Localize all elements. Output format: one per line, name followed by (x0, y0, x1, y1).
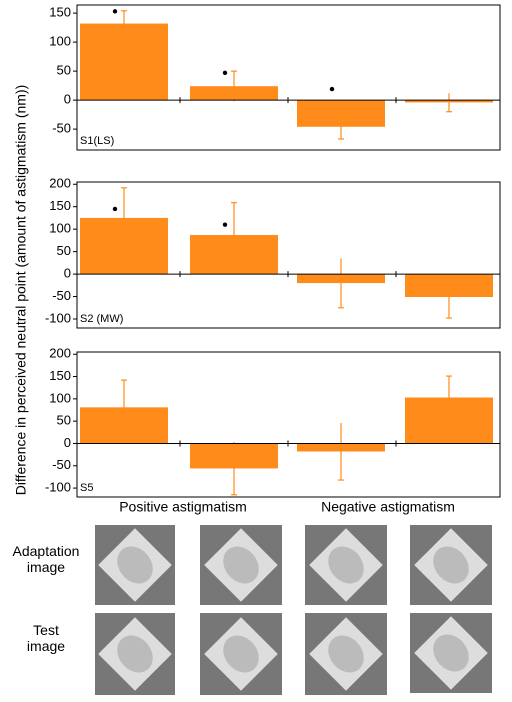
bar (190, 235, 278, 275)
bar (297, 443, 385, 452)
bar (190, 443, 278, 469)
bar (297, 100, 385, 127)
bar (80, 23, 168, 101)
y-tick-label: 50 (57, 243, 71, 258)
y-tick-label: 100 (49, 221, 71, 236)
group-label: Negative astigmatism (321, 499, 455, 515)
y-tick-label: -50 (52, 288, 71, 303)
significance-marker (329, 86, 335, 92)
y-tick-label: 150 (49, 5, 71, 20)
significance-marker (112, 9, 118, 14)
y-tick-label: 150 (49, 198, 71, 213)
panel-label: S2 (MW) (80, 313, 123, 325)
y-tick-label: -50 (52, 121, 71, 136)
y-tick-label: -100 (45, 480, 71, 495)
bar (190, 86, 278, 101)
y-tick-label: 100 (49, 34, 71, 49)
y-tick-label: 200 (49, 346, 71, 361)
y-tick-label: 50 (57, 63, 71, 78)
significance-marker (222, 70, 228, 76)
bar (297, 274, 385, 284)
plot-frame (76, 351, 501, 498)
bar (405, 100, 493, 103)
y-axis-label: Difference in perceived neutral point (a… (13, 85, 29, 496)
panel-label: S1(LS) (80, 135, 114, 147)
bar (405, 397, 493, 444)
y-tick-label: 0 (64, 92, 71, 107)
y-tick-label: 0 (64, 435, 71, 450)
significance-marker (112, 206, 118, 212)
significance-marker (222, 222, 228, 227)
plot-frame (76, 181, 501, 329)
plot-frame (76, 4, 501, 151)
row-label: Adaptation image (12, 543, 80, 575)
stimulus-images (95, 525, 492, 695)
y-tick-label: 0 (64, 266, 71, 281)
y-tick-label: -100 (45, 310, 71, 325)
bar (80, 217, 168, 275)
row-label: Test image (26, 622, 66, 654)
group-label: Positive astigmatism (119, 499, 247, 515)
panel-label: S5 (80, 482, 93, 494)
bar (405, 274, 493, 298)
y-tick-label: 100 (49, 390, 71, 405)
y-tick-label: 150 (49, 368, 71, 383)
bar (80, 407, 168, 444)
y-tick-label: -50 (52, 457, 71, 472)
y-tick-label: 200 (49, 176, 71, 191)
y-tick-label: 50 (57, 413, 71, 428)
